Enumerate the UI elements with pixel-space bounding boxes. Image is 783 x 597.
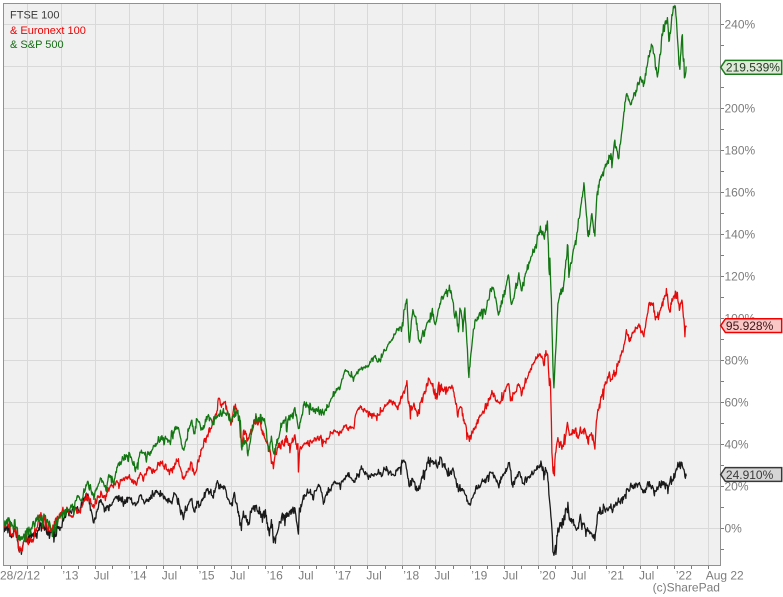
svg-text:20%: 20% (725, 479, 749, 493)
svg-text:219.539%: 219.539% (726, 61, 780, 75)
svg-text:’17: ’17 (335, 569, 351, 583)
svg-text:’14: ’14 (131, 569, 147, 583)
svg-text:Jul: Jul (503, 569, 518, 583)
svg-text:200%: 200% (725, 101, 756, 115)
svg-text:240%: 240% (725, 17, 756, 31)
svg-text:Jul: Jul (435, 569, 450, 583)
svg-text:’13: ’13 (62, 569, 78, 583)
svg-text:’21: ’21 (608, 569, 624, 583)
svg-text:Jul: Jul (94, 569, 109, 583)
svg-text:Jul: Jul (298, 569, 313, 583)
svg-text:24.910%: 24.910% (726, 468, 774, 482)
svg-text:80%: 80% (725, 353, 749, 367)
svg-text:Jul: Jul (639, 569, 654, 583)
svg-text:’19: ’19 (471, 569, 487, 583)
svg-text:’18: ’18 (403, 569, 419, 583)
svg-text:’15: ’15 (199, 569, 215, 583)
svg-text:Jul: Jul (162, 569, 177, 583)
svg-text:160%: 160% (725, 185, 756, 199)
svg-text:40%: 40% (725, 437, 749, 451)
svg-text:Jul: Jul (230, 569, 245, 583)
svg-text:180%: 180% (725, 143, 756, 157)
svg-text:& S&P 500: & S&P 500 (10, 39, 64, 51)
svg-text:Aug 22: Aug 22 (706, 569, 744, 583)
svg-text:Jul: Jul (571, 569, 586, 583)
svg-text:’16: ’16 (267, 569, 283, 583)
svg-text:95.928%: 95.928% (726, 319, 774, 333)
svg-text:0%: 0% (725, 521, 743, 535)
svg-text:28/2/12: 28/2/12 (0, 569, 40, 583)
svg-text:’22: ’22 (676, 569, 692, 583)
svg-text:FTSE 100: FTSE 100 (10, 9, 60, 21)
svg-text:’20: ’20 (540, 569, 556, 583)
svg-text:120%: 120% (725, 269, 756, 283)
svg-text:& Euronext 100: & Euronext 100 (10, 25, 86, 37)
svg-text:140%: 140% (725, 227, 756, 241)
svg-text:Jul: Jul (366, 569, 381, 583)
svg-text:60%: 60% (725, 395, 749, 409)
svg-text:(c)SharePad: (c)SharePad (653, 580, 720, 594)
